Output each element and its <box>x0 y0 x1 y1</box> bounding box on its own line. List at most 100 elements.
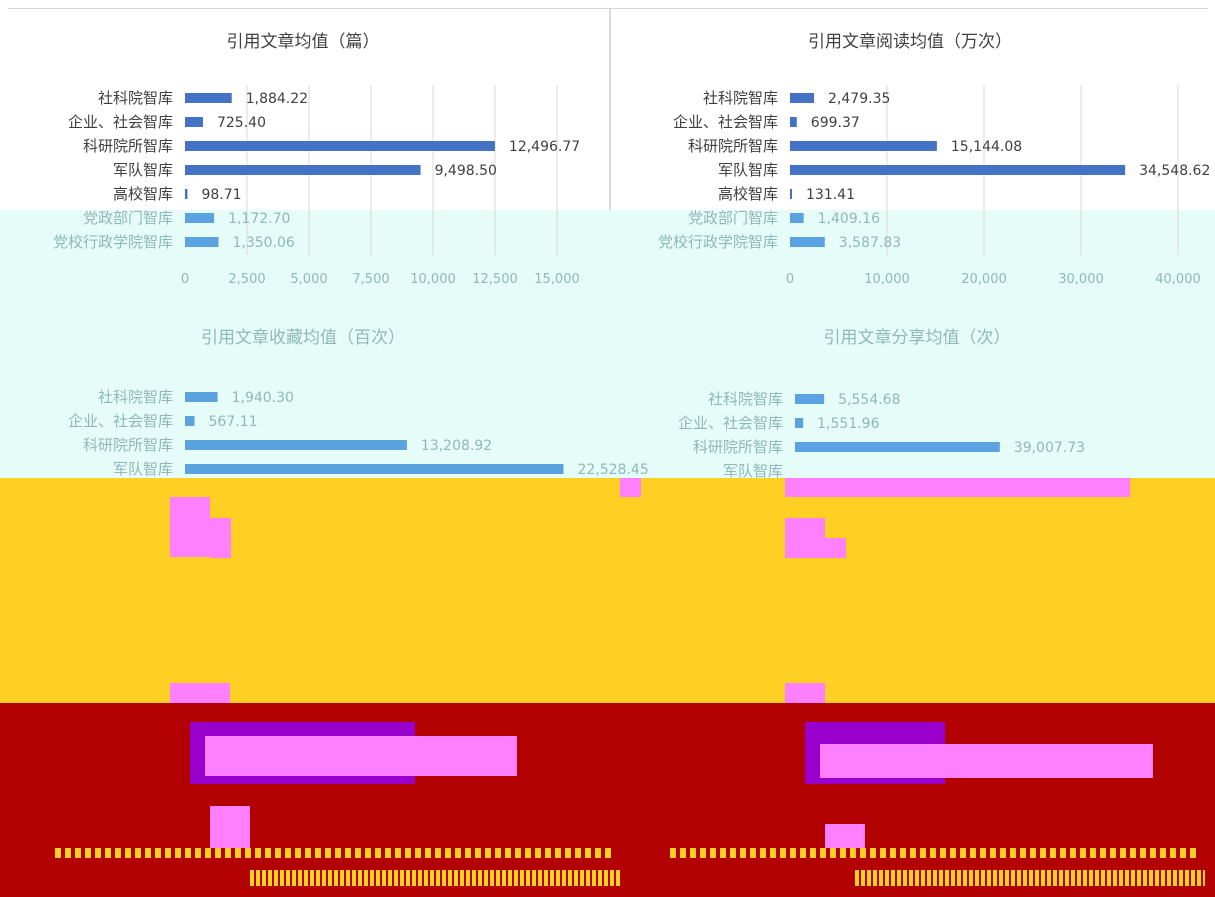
value-label: 5,554.68 <box>838 392 900 408</box>
value-label: 39,007.73 <box>1014 440 1085 456</box>
bar <box>790 189 792 199</box>
category-label: 科研院所智库 <box>83 436 173 454</box>
bar <box>185 464 563 474</box>
category-label: 科研院所智库 <box>693 438 783 456</box>
value-label: 1,172.70 <box>228 211 290 227</box>
tick-label: 2,500 <box>228 272 265 287</box>
value-label: 131.41 <box>806 187 855 203</box>
crimson-band <box>0 703 1215 897</box>
bar <box>185 189 187 199</box>
value-label: 725.40 <box>217 115 266 131</box>
magenta-block <box>785 683 825 703</box>
tick-label: 0 <box>786 272 794 287</box>
bar <box>795 442 1000 452</box>
magenta-block <box>210 518 231 558</box>
bar <box>185 165 421 175</box>
chart-svg: 引用文章收藏均值（百次） 社科院智库 1,940.30 企业、社会智库 567.11 科研… <box>0 300 610 480</box>
magenta-block <box>785 478 1130 497</box>
yellow-strip <box>250 870 620 886</box>
value-label: 699.37 <box>811 115 860 131</box>
category-label: 党政部门智库 <box>83 209 173 227</box>
chart-svg: 引用文章阅读均值（万次） 0 10,000 20,000 30,000 40,000 社科院… <box>610 0 1215 300</box>
category-label: 企业、社会智库 <box>678 414 783 432</box>
tick-label: 12,500 <box>472 272 518 287</box>
bar <box>185 213 214 223</box>
tick-label: 7,500 <box>352 272 389 287</box>
magenta-block <box>820 744 1153 778</box>
bar <box>185 93 232 103</box>
magenta-block <box>825 538 846 558</box>
bar <box>795 394 824 404</box>
value-label: 1,884.22 <box>246 91 308 107</box>
category-label: 社科院智库 <box>98 388 173 406</box>
tick-label: 15,000 <box>534 272 580 287</box>
category-label: 科研院所智库 <box>688 137 778 155</box>
tick-label: 40,000 <box>1155 272 1201 287</box>
bar <box>185 141 495 151</box>
value-label: 15,144.08 <box>951 139 1022 155</box>
magenta-block <box>170 497 210 557</box>
category-label: 企业、社会智库 <box>68 113 173 131</box>
chart-panel-reads: 引用文章阅读均值（万次） 0 10,000 20,000 30,000 40,000 社科院… <box>610 0 1215 300</box>
category-label: 科研院所智库 <box>83 137 173 155</box>
category-label: 高校智库 <box>113 185 173 203</box>
bar <box>790 213 804 223</box>
tick-label: 20,000 <box>961 272 1007 287</box>
value-label: 13,208.92 <box>421 438 492 454</box>
bar <box>790 117 797 127</box>
value-label: 3,587.83 <box>839 235 901 251</box>
chart-title: 引用文章均值（篇） <box>227 32 380 52</box>
chart-title: 引用文章分享均值（次） <box>824 328 1011 348</box>
bar <box>185 416 195 426</box>
value-label: 12,496.77 <box>509 139 580 155</box>
value-label: 1,551.96 <box>817 416 879 432</box>
yellow-strip <box>670 848 1200 858</box>
tick-label: 10,000 <box>410 272 456 287</box>
bar <box>185 392 218 402</box>
category-label: 党校行政学院智库 <box>53 233 173 251</box>
category-label: 军队智库 <box>113 460 173 478</box>
category-label: 社科院智库 <box>703 89 778 107</box>
chart-svg: 引用文章均值（篇） 0 2,500 5,000 7,500 10,000 12,500 15,… <box>0 0 610 300</box>
category-label: 军队智库 <box>723 462 783 480</box>
category-label: 党校行政学院智库 <box>658 233 778 251</box>
tick-label: 30,000 <box>1058 272 1104 287</box>
value-label: 34,548.62 <box>1139 163 1210 179</box>
yellow-strip <box>55 848 615 858</box>
magenta-block <box>205 736 517 776</box>
value-label: 1,350.06 <box>232 235 294 251</box>
chart-svg: 引用文章分享均值（次） 社科院智库 5,554.68 企业、社会智库 1,551.96 科… <box>610 300 1215 480</box>
value-label: 1,409.16 <box>818 211 880 227</box>
chart-title: 引用文章阅读均值（万次） <box>808 32 1012 52</box>
category-label: 高校智库 <box>718 185 778 203</box>
bar <box>790 141 937 151</box>
value-label: 567.11 <box>209 414 258 430</box>
bar <box>185 117 203 127</box>
magenta-block <box>170 683 230 703</box>
category-label: 军队智库 <box>718 161 778 179</box>
category-label: 军队智库 <box>113 161 173 179</box>
yellow-strip <box>855 870 1205 886</box>
chart-title: 引用文章收藏均值（百次） <box>201 328 405 348</box>
category-label: 社科院智库 <box>98 89 173 107</box>
value-label: 1,940.30 <box>232 390 294 406</box>
bar <box>790 237 825 247</box>
category-label: 企业、社会智库 <box>68 412 173 430</box>
bar <box>185 237 218 247</box>
chart-panel-citations: 引用文章均值（篇） 0 2,500 5,000 7,500 10,000 12,500 15,… <box>0 0 610 300</box>
tick-label: 10,000 <box>864 272 910 287</box>
bar <box>790 93 814 103</box>
chart-panel-favorites: 引用文章收藏均值（百次） 社科院智库 1,940.30 企业、社会智库 567.11 科研… <box>0 300 610 480</box>
magenta-block <box>785 518 825 558</box>
magenta-block <box>620 478 641 497</box>
tick-label: 0 <box>181 272 189 287</box>
chart-panel-shares: 引用文章分享均值（次） 社科院智库 5,554.68 企业、社会智库 1,551.96 科… <box>610 300 1215 480</box>
magenta-block <box>825 824 865 848</box>
value-label: 98.71 <box>201 187 241 203</box>
value-label: 2,479.35 <box>828 91 890 107</box>
tick-label: 5,000 <box>290 272 327 287</box>
value-label: 9,498.50 <box>435 163 497 179</box>
category-label: 党政部门智库 <box>688 209 778 227</box>
magenta-block <box>210 806 250 848</box>
category-label: 企业、社会智库 <box>673 113 778 131</box>
